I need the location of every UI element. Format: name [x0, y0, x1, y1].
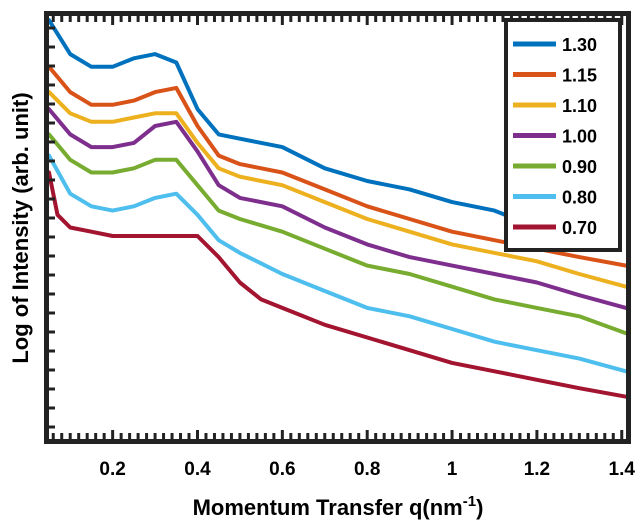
x-tick-label: 1.4 — [609, 459, 636, 480]
legend-label-1.10: 1.10 — [562, 96, 597, 116]
legend-label-0.90: 0.90 — [562, 157, 597, 177]
legend-label-0.80: 0.80 — [562, 188, 597, 208]
series-layer — [47, 18, 628, 399]
x-axis-title-main: Momentum Transfer q(nm — [193, 495, 463, 520]
legend-items: 1.30 1.15 1.10 1.00 0.90 0.80 0.70 — [513, 35, 597, 238]
x-tick-label: 0.2 — [99, 459, 125, 480]
series-line-0.90 — [47, 132, 628, 336]
series-line-0.80 — [47, 153, 628, 374]
x-tick-label: 1 — [447, 459, 458, 480]
x-tick-label: 0.8 — [354, 459, 380, 480]
x-tick-label: 1.2 — [524, 459, 550, 480]
series-line-1.00 — [47, 107, 628, 310]
plot-frame — [44, 11, 631, 444]
y-axis-title: Log of Intensity (arb. unit) — [8, 92, 33, 363]
x-axis-title-suffix: ) — [476, 495, 483, 520]
x-axis-title-superscript: -1 — [463, 493, 476, 510]
legend-label-1.30: 1.30 — [562, 35, 597, 55]
x-axis-title: Momentum Transfer q(nm-1) — [193, 493, 484, 520]
x-tick-labels: 0.2 0.4 0.6 0.8 1 1.2 1.4 — [99, 459, 635, 480]
legend-label-1.15: 1.15 — [562, 66, 597, 86]
series-line-1.30 — [47, 18, 582, 234]
series-line-1.15 — [47, 64, 628, 268]
x-tick-label: 0.6 — [269, 459, 295, 480]
legend-label-1.00: 1.00 — [562, 127, 597, 147]
x-tick-label: 0.4 — [184, 459, 211, 480]
series-line-1.10 — [47, 90, 628, 289]
series-line-0.70 — [47, 170, 628, 399]
legend-label-0.70: 0.70 — [562, 218, 597, 238]
legend: 1.30 1.15 1.10 1.00 0.90 0.80 0.70 — [504, 18, 622, 252]
